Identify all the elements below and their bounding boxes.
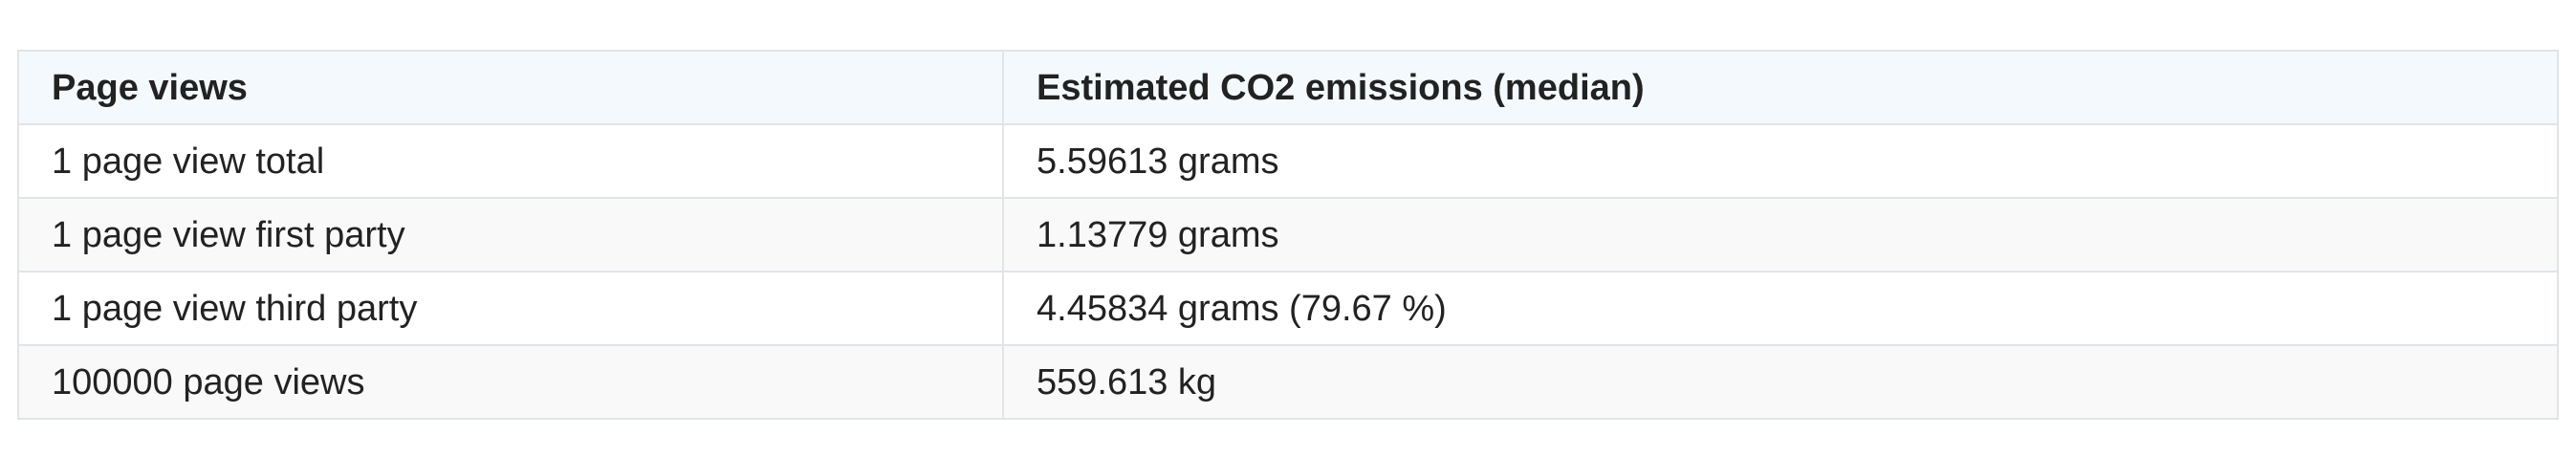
cell-co2-emissions: 1.13779 grams bbox=[1002, 197, 2559, 272]
co2-emissions-table-container: Page views Estimated CO2 emissions (medi… bbox=[17, 50, 2559, 420]
cell-page-views: 1 page view total bbox=[17, 123, 1004, 199]
table-body: 1 page view total 5.59613 grams 1 page v… bbox=[17, 123, 2559, 420]
cell-page-views: 1 page view third party bbox=[17, 271, 1004, 346]
table-header: Page views Estimated CO2 emissions (medi… bbox=[17, 50, 2559, 125]
co2-emissions-table: Page views Estimated CO2 emissions (medi… bbox=[17, 50, 2559, 420]
cell-co2-emissions: 4.45834 grams (79.67 %) bbox=[1002, 271, 2559, 346]
header-row: Page views Estimated CO2 emissions (medi… bbox=[17, 50, 2559, 125]
cell-page-views: 100000 page views bbox=[17, 344, 1004, 420]
table-row: 1 page view total 5.59613 grams bbox=[17, 123, 2559, 199]
cell-page-views: 1 page view first party bbox=[17, 197, 1004, 272]
cell-co2-emissions: 5.59613 grams bbox=[1002, 123, 2559, 199]
cell-co2-emissions: 559.613 kg bbox=[1002, 344, 2559, 420]
header-page-views: Page views bbox=[17, 50, 1004, 125]
table-row: 1 page view third party 4.45834 grams (7… bbox=[17, 271, 2559, 346]
table-row: 100000 page views 559.613 kg bbox=[17, 344, 2559, 420]
header-co2-emissions: Estimated CO2 emissions (median) bbox=[1002, 50, 2559, 125]
table-row: 1 page view first party 1.13779 grams bbox=[17, 197, 2559, 272]
